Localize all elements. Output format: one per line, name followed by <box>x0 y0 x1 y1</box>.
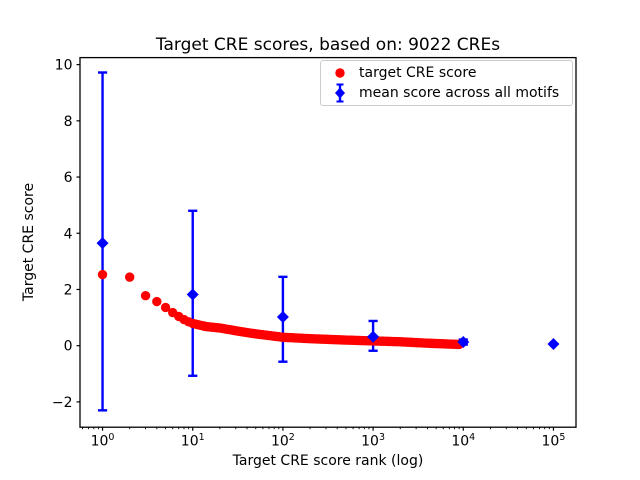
blue-diamond-errorbar-icon <box>321 83 359 103</box>
y-tick-label: 8 <box>64 114 73 130</box>
red-dot <box>140 290 151 301</box>
red-dot <box>97 269 108 280</box>
mean-diamond <box>547 338 560 351</box>
legend-entry-mean-score: mean score across all motifs <box>321 83 572 103</box>
mean-diamond <box>367 330 380 343</box>
y-axis-label: Target CRE score <box>21 183 37 302</box>
red-dot <box>124 272 135 282</box>
x-tick-label: 102 <box>271 432 295 450</box>
mean-diamond <box>276 311 289 324</box>
chart-title: Target CRE scores, based on: 9022 CREs <box>155 35 500 55</box>
red-dot <box>160 302 171 313</box>
mean-diamond <box>457 336 470 349</box>
x-tick-label: 104 <box>451 432 475 450</box>
plot-frame <box>79 56 577 428</box>
legend-label: mean score across all motifs <box>359 85 560 101</box>
legend: target CRE score mean score across all m… <box>320 60 573 106</box>
x-tick-label: 105 <box>542 432 566 450</box>
y-tick-label: 6 <box>64 170 73 186</box>
x-tick-label: 100 <box>91 432 115 450</box>
y-tick-label: 2 <box>64 282 73 298</box>
x-tick-label: 101 <box>181 432 205 450</box>
plot-marks: 100 101 102 103 104 105 −2 0 2 4 6 8 10 <box>52 56 577 450</box>
red-circle-marker-icon <box>321 63 359 83</box>
y-tick-label: 4 <box>64 226 73 242</box>
legend-entry-target-score: target CRE score <box>321 63 572 83</box>
mean-diamond <box>186 288 199 301</box>
red-dot <box>152 296 162 307</box>
mean-diamond <box>96 237 109 250</box>
y-tick-label: 10 <box>55 58 73 74</box>
x-tick-label: 103 <box>361 432 385 450</box>
x-axis-label: Target CRE score rank (log) <box>232 453 424 469</box>
y-tick-label: 0 <box>64 339 73 355</box>
legend-label: target CRE score <box>359 65 477 81</box>
y-tick-label: −2 <box>52 395 73 411</box>
